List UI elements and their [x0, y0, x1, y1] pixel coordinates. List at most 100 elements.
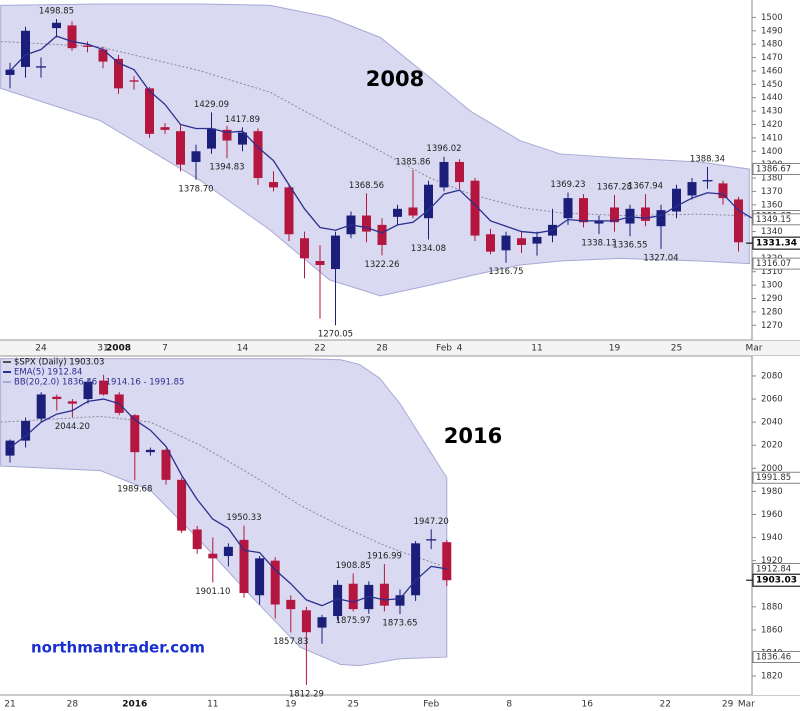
candle-body — [301, 610, 311, 633]
y-tick-label: 1940 — [761, 533, 783, 543]
candle-body — [114, 58, 123, 89]
y-tick-label: 1960 — [761, 510, 783, 520]
candle-body — [455, 161, 464, 183]
candle-body — [442, 542, 452, 581]
price-annotation: 1812.29 — [289, 689, 324, 699]
x-year-label: 2008 — [106, 344, 131, 354]
candle-body — [67, 401, 77, 404]
candle-body — [579, 198, 588, 223]
candle-body — [286, 599, 296, 610]
price-marker-label: 1349.15 — [756, 215, 791, 225]
axis-strip — [0, 340, 800, 356]
candle-body — [21, 420, 31, 441]
last-price-label: 1331.34 — [756, 239, 797, 249]
y-tick-label: 1460 — [761, 66, 783, 76]
bollinger-band — [0, 3, 750, 297]
y-tick-label: 1420 — [761, 120, 783, 130]
y-tick-label: 1340 — [761, 227, 783, 237]
candle-body — [284, 187, 294, 235]
price-annotation: 1908.85 — [336, 561, 371, 571]
x-tick-label: 16 — [581, 700, 593, 710]
y-tick-label: 1820 — [761, 672, 783, 682]
candle-body — [177, 479, 187, 531]
price-annotation: 1916.99 — [367, 552, 402, 562]
candle-body — [594, 220, 604, 224]
candle-body — [718, 183, 728, 199]
candle-body — [362, 215, 371, 232]
chart-title: 2016 — [444, 424, 502, 448]
y-tick-label: 1270 — [761, 321, 783, 331]
y-tick-label: 1310 — [761, 267, 783, 277]
price-annotation: 2044.20 — [55, 422, 90, 432]
candle-body — [532, 236, 542, 244]
y-axis-bg — [752, 356, 800, 695]
candle-body — [315, 261, 325, 266]
candle-body — [486, 234, 495, 252]
candle-body — [317, 617, 327, 628]
y-tick-label: 1360 — [761, 200, 783, 210]
candle-body — [408, 207, 418, 216]
candle-body — [411, 543, 421, 596]
candle-body — [5, 69, 15, 75]
x-tick-label: 24 — [35, 344, 47, 354]
x-tick-label: Feb — [436, 344, 452, 354]
legend-entry: $SPX (Daily) 1903.03 — [14, 358, 104, 368]
price-marker — [752, 651, 800, 663]
price-annotation: 1394.83 — [209, 163, 244, 173]
watermark: northmantrader.com — [31, 639, 205, 657]
last-price-marker — [752, 573, 800, 587]
legend-entry: EMA(5) 1912.84 — [14, 368, 82, 378]
price-annotation: 1950.33 — [226, 513, 261, 523]
last-price-marker — [752, 236, 800, 250]
candle-body — [176, 131, 185, 165]
price-annotation: 1270.05 — [318, 330, 353, 340]
candle-body — [208, 553, 218, 559]
candle-body — [192, 529, 202, 550]
price-annotation: 1396.02 — [426, 144, 461, 154]
ema-line — [9, 35, 752, 234]
y-tick-label: 1860 — [761, 625, 783, 635]
price-annotation: 1338.13 — [581, 239, 616, 249]
candle-body — [379, 583, 389, 606]
plot-area — [0, 358, 452, 685]
price-annotation: 1417.89 — [225, 115, 260, 125]
y-tick-label: 1880 — [761, 602, 783, 612]
y-tick-label: 1480 — [761, 40, 783, 50]
x-tick-label: 31 — [97, 344, 108, 354]
candle-body — [145, 88, 154, 134]
band-middle — [0, 40, 750, 217]
candle-body — [223, 546, 233, 557]
candle-body — [610, 207, 619, 223]
price-annotation: 1857.83 — [273, 637, 308, 647]
plot-area — [0, 3, 752, 326]
y-tick-label: 1920 — [761, 556, 783, 566]
x-tick-label: Feb — [423, 700, 439, 710]
price-annotation: 1498.85 — [39, 6, 74, 16]
x-year-label: 2016 — [122, 700, 147, 710]
candle-body — [270, 560, 280, 605]
y-tick-label: 1470 — [761, 53, 783, 63]
candle-body — [129, 80, 139, 82]
x-tick-label: 25 — [347, 700, 358, 710]
candle-body — [5, 440, 15, 456]
bollinger-band — [0, 358, 448, 667]
candle-body — [734, 199, 743, 243]
price-marker — [752, 471, 800, 484]
x-tick-label: 25 — [671, 344, 682, 354]
candle-body — [656, 210, 666, 227]
y-tick-label: 2040 — [761, 418, 783, 428]
price-annotation: 1327.04 — [643, 253, 678, 263]
price-marker-label: 1912.84 — [756, 564, 791, 574]
price-annotation: 1367.28 — [597, 183, 632, 193]
candle-body — [377, 224, 387, 245]
candle-body — [207, 128, 216, 149]
candle-body — [672, 188, 681, 212]
candle-body — [253, 131, 263, 179]
y-tick-label: 1440 — [761, 93, 783, 103]
candle-body — [255, 558, 265, 596]
x-tick-label: 19 — [285, 700, 297, 710]
candle-body — [641, 207, 650, 221]
candle-body — [21, 30, 30, 67]
price-annotation: 1875.97 — [336, 616, 371, 626]
